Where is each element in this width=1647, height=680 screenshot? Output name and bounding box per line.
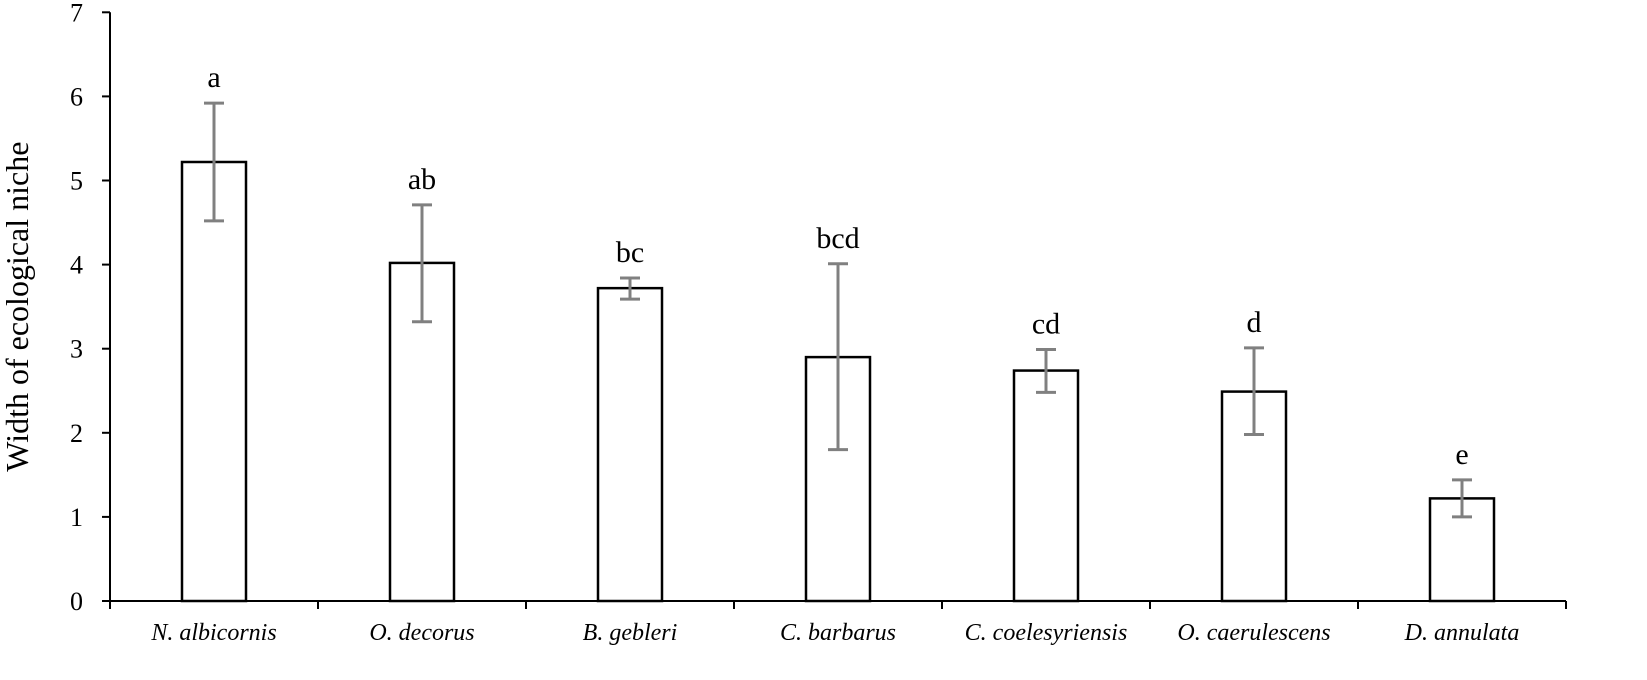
y-tick-label: 0: [70, 587, 83, 616]
y-tick-label: 7: [70, 0, 83, 27]
significance-label: ab: [408, 163, 436, 196]
y-tick-label: 1: [70, 503, 83, 532]
y-tick-label: 6: [70, 82, 83, 111]
x-category-label: O. caerulescens: [1177, 620, 1330, 646]
significance-label: d: [1247, 306, 1262, 339]
y-tick-label: 2: [70, 419, 83, 448]
labels: 0 1 2 3 4 5 6 7 a N. albicornis ab O. decorus bc B. g…: [0, 0, 1519, 646]
bar: [180, 160, 248, 603]
x-category-label: D. annulata: [1404, 620, 1520, 646]
x-category-label: C. barbarus: [780, 620, 896, 646]
bar: [1012, 369, 1080, 603]
significance-label: bcd: [816, 222, 859, 255]
x-category-label: C. coelesyriensis: [965, 620, 1128, 646]
y-tick-label: 4: [70, 251, 83, 280]
x-category-label: B. gebleri: [583, 620, 678, 646]
significance-label: cd: [1032, 308, 1060, 341]
x-category-label: O. decorus: [369, 620, 474, 646]
y-tick-label: 5: [70, 167, 83, 196]
y-tick-label: 3: [70, 335, 83, 364]
y-axis-title: Width of ecological niche: [0, 142, 35, 472]
bar: [596, 286, 664, 603]
error-bars: [204, 101, 1472, 519]
significance-label: a: [207, 61, 220, 94]
significance-label: e: [1455, 438, 1468, 471]
x-category-label: N. albicornis: [150, 620, 276, 646]
significance-label: bc: [616, 236, 644, 269]
